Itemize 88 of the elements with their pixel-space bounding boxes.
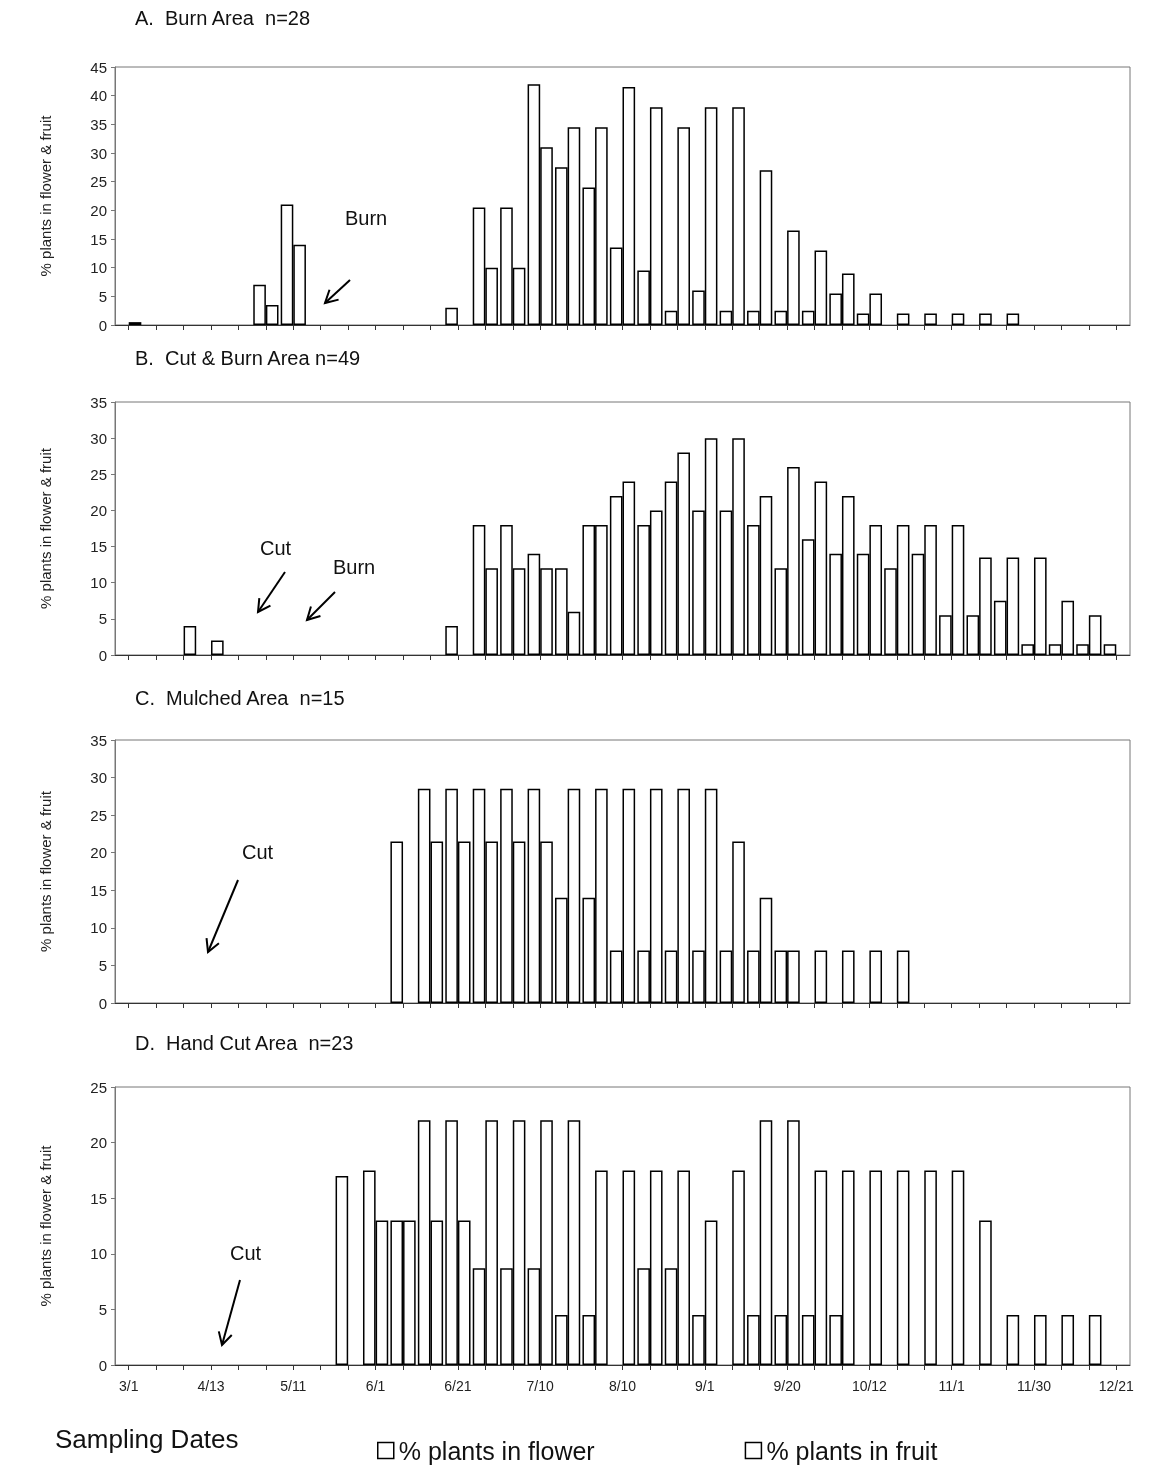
bar [896, 950, 910, 1003]
bar [979, 1220, 992, 1365]
bar [732, 1170, 745, 1365]
y-tick-label: 0 [98, 1356, 107, 1374]
y-tick-label: 10 [90, 1245, 107, 1263]
y-tick-label: 5 [98, 610, 107, 628]
legend-label: % plants in flower [398, 1436, 595, 1465]
annotation: Cut [242, 841, 274, 863]
chart-title: B. Cut & Burn Area n=49 [135, 347, 361, 369]
bar [951, 1170, 965, 1365]
x-tick-label: 5/11 [280, 1378, 307, 1394]
y-axis-title: % plants in flower & fruit [37, 447, 54, 609]
bar [924, 1170, 937, 1365]
bar [814, 950, 828, 1003]
x-tick-label: 11/1 [938, 1378, 965, 1394]
y-tick-label: 20 [90, 501, 107, 519]
y-tick-label: 30 [90, 769, 107, 787]
y-tick-label: 25 [90, 1078, 107, 1096]
x-tick-label: 8/10 [608, 1378, 637, 1394]
x-tick-label: 6/1 [365, 1378, 386, 1394]
chart-title: D. Hand Cut Area n=23 [135, 1032, 354, 1054]
y-tick-label: 0 [98, 646, 107, 664]
y-axis-title: % plants in flower & fruit [37, 790, 54, 952]
y-tick-label: 30 [90, 429, 107, 447]
y-tick-label: 10 [90, 919, 107, 937]
bar [951, 313, 965, 325]
bar [841, 950, 855, 1003]
bar [1006, 313, 1020, 325]
bar [211, 640, 224, 655]
y-tick-label: 5 [98, 956, 107, 974]
x-tick-label: 12/21 [1098, 1378, 1135, 1394]
annotation: Cut [230, 1242, 262, 1264]
y-tick-label: 10 [90, 574, 107, 592]
bar [445, 626, 458, 655]
y-tick-label: 5 [98, 1300, 107, 1318]
bar [869, 950, 883, 1003]
y-axis-title: % plants in flower & fruit [37, 1144, 54, 1307]
x-axis-title: Sampling Dates [55, 1424, 239, 1454]
bar [445, 307, 458, 325]
bar [1103, 644, 1117, 655]
y-tick-label: 10 [90, 259, 107, 277]
y-tick-label: 15 [90, 881, 107, 899]
y-tick-label: 40 [90, 87, 107, 105]
legend-label: % plants in fruit [766, 1436, 938, 1465]
y-tick-label: 15 [90, 230, 107, 248]
bar [1088, 1314, 1102, 1365]
bar [1061, 1314, 1075, 1365]
chart-title: C. Mulched Area n=15 [135, 687, 345, 709]
bar [335, 1175, 349, 1365]
annotation: Burn [345, 207, 388, 229]
y-tick-label: 35 [90, 115, 107, 133]
x-tick-label: 11/30 [1016, 1378, 1052, 1394]
y-tick-label: 20 [90, 201, 107, 219]
bar [1033, 1314, 1047, 1365]
bar [896, 313, 910, 325]
x-tick-label: 9/20 [773, 1378, 801, 1394]
y-tick-label: 30 [90, 144, 107, 162]
y-tick-label: 5 [98, 287, 107, 305]
y-tick-label: 15 [90, 1189, 107, 1207]
y-tick-label: 20 [90, 844, 107, 862]
bar [924, 313, 937, 325]
bar [183, 626, 197, 655]
y-tick-label: 25 [90, 465, 107, 483]
y-tick-label: 25 [90, 173, 107, 191]
y-tick-label: 0 [98, 994, 107, 1012]
x-tick-label: 4/13 [197, 1378, 225, 1394]
y-axis-title: % plants in flower & fruit [37, 114, 54, 277]
x-tick-label: 3/1 [118, 1378, 139, 1394]
x-tick-label: 7/10 [526, 1378, 555, 1394]
bar [896, 1170, 910, 1365]
chart-title: A. Burn Area n=28 [135, 7, 311, 29]
x-tick-label: 6/21 [444, 1378, 472, 1394]
annotation: Burn [333, 556, 376, 578]
y-tick-label: 15 [90, 538, 107, 556]
y-tick-label: 45 [90, 58, 107, 76]
y-tick-label: 0 [98, 316, 107, 334]
bar [1006, 1314, 1020, 1365]
y-tick-label: 25 [90, 806, 107, 824]
x-tick-label: 9/1 [695, 1378, 715, 1394]
bar [390, 841, 404, 1003]
x-tick-label: 10/12 [851, 1378, 888, 1394]
bar [622, 1170, 636, 1365]
bar [979, 313, 992, 325]
bar [869, 1170, 883, 1365]
annotation: Cut [260, 537, 292, 559]
y-tick-label: 35 [90, 393, 107, 411]
y-tick-label: 20 [90, 1134, 107, 1152]
y-tick-label: 35 [90, 731, 107, 749]
